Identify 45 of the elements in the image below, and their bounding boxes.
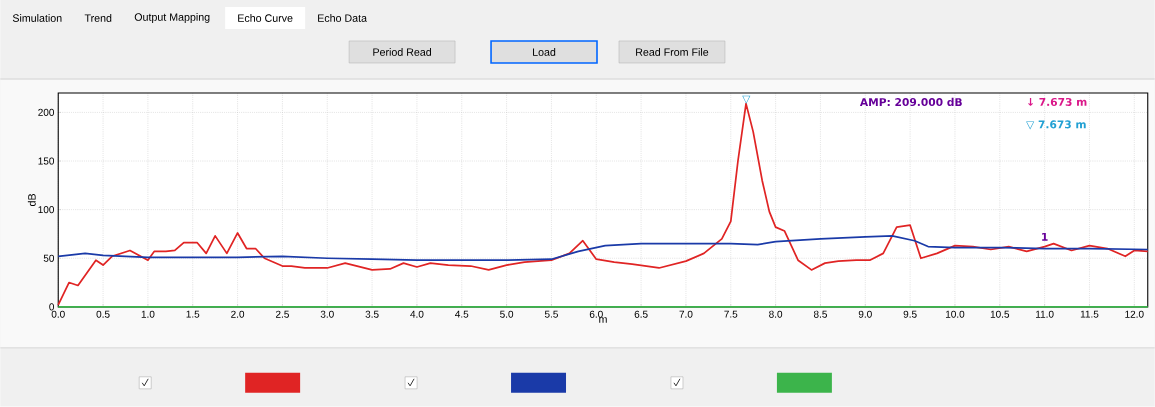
annotation: ↓ 7.673 m <box>1028 98 1087 107</box>
x-tick-label: 12.0 <box>1125 310 1144 318</box>
text: Output Mapping <box>134 13 210 24</box>
x-tick-label: 11.5 <box>1080 310 1099 318</box>
text: Period Read <box>373 48 432 56</box>
x-tick-label: 0.5 <box>96 310 110 318</box>
x-tick-label: 6.0 <box>589 310 603 318</box>
x-tick-label: 6.5 <box>634 310 648 318</box>
x-tick-label: 3.5 <box>365 310 379 318</box>
x-tick-label: 9.5 <box>903 310 917 318</box>
annotation: ▽ 7.673 m <box>1026 120 1086 130</box>
x-tick-label: 9.0 <box>858 310 872 318</box>
x-tick-label: 1.5 <box>186 310 200 318</box>
x-tick-label: 3.0 <box>320 310 334 318</box>
text: Load <box>533 48 556 56</box>
x-tick-label: 7.5 <box>724 310 738 318</box>
x-tick-label: 2.0 <box>231 310 245 318</box>
x-tick-label: 4.5 <box>455 310 469 318</box>
y-tick-label: 100 <box>38 206 55 214</box>
y-tick-label: 150 <box>38 157 55 165</box>
y-axis-title: dB <box>27 194 36 207</box>
x-tick-label: 10.5 <box>990 310 1010 318</box>
annotation: 1 <box>1042 233 1048 241</box>
x-tick-label: 5.0 <box>500 310 514 318</box>
text: Read From File <box>636 48 709 56</box>
x-axis-title: m <box>599 317 607 323</box>
x-tick-label: 4.0 <box>410 310 424 318</box>
text: Trend <box>84 14 112 22</box>
y-tick-label: 200 <box>38 108 55 117</box>
text: Simulation <box>12 14 62 22</box>
x-tick-label: 0.0 <box>51 310 65 318</box>
x-tick-label: 2.5 <box>275 310 289 318</box>
y-tick-label: 50 <box>43 254 55 262</box>
text: Echo Curve <box>238 14 293 22</box>
x-tick-label: 8.0 <box>769 310 783 318</box>
x-tick-label: 5.5 <box>544 310 558 318</box>
y-tick-label: 0 <box>49 303 55 311</box>
annotation: ▽ <box>742 95 751 104</box>
x-tick-label: 1.0 <box>141 310 155 318</box>
x-tick-label: 8.5 <box>813 310 827 318</box>
text: Echo Data <box>318 14 367 22</box>
x-tick-label: 10.0 <box>945 310 965 318</box>
x-tick-label: 7.0 <box>679 310 693 318</box>
x-tick-label: 11.0 <box>1036 310 1054 318</box>
annotation: AMP: 209.000 dB <box>859 97 962 107</box>
